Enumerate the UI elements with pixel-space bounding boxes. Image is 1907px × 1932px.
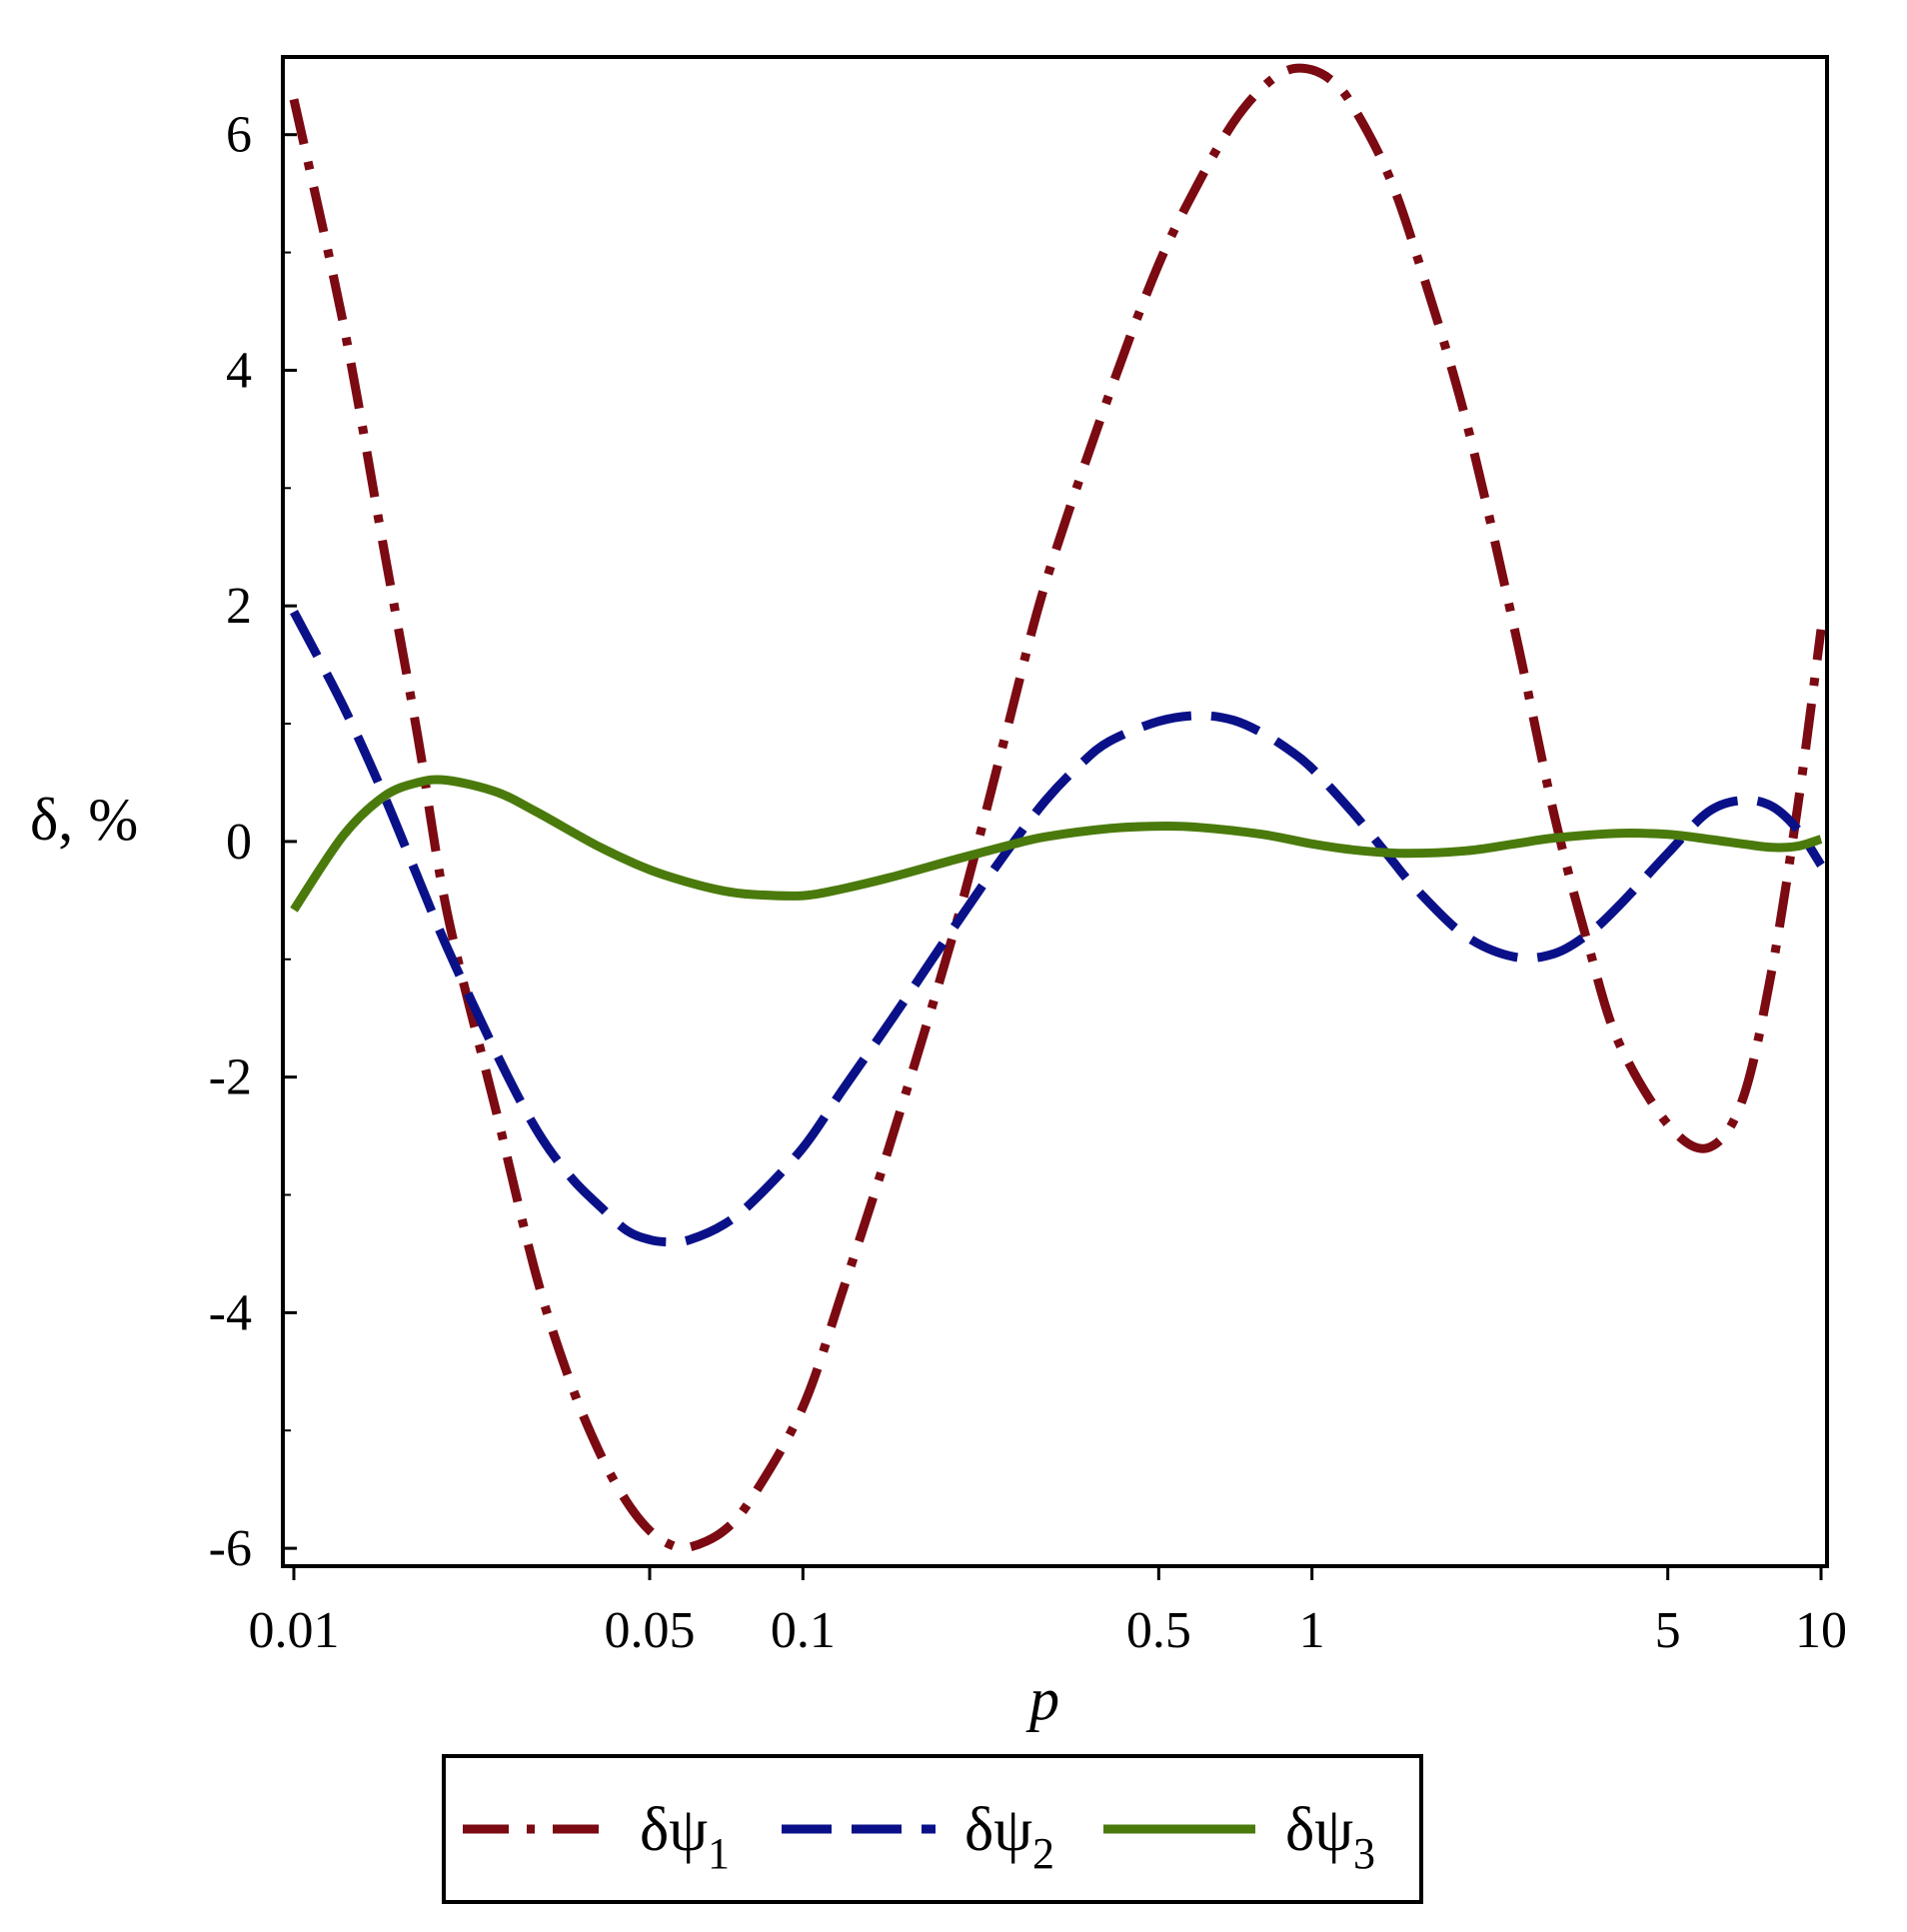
series-layer bbox=[289, 63, 1826, 1553]
x-tick-label: 1 bbox=[1299, 1602, 1325, 1659]
legend-subscript: 3 bbox=[1353, 1829, 1375, 1878]
series-1-line bbox=[289, 63, 1826, 1553]
y-tick-label: 2 bbox=[226, 578, 252, 635]
y-tick-label: -2 bbox=[209, 1049, 252, 1106]
y-tick-label: 0 bbox=[226, 814, 252, 871]
plot-frame bbox=[281, 55, 1829, 1568]
y-tick-label: 6 bbox=[226, 107, 252, 164]
legend-subscript: 2 bbox=[1032, 1829, 1054, 1878]
x-axis-label: p bbox=[1025, 1666, 1059, 1732]
legend-subscript: 1 bbox=[708, 1829, 730, 1878]
y-tick-label: 4 bbox=[226, 342, 252, 399]
x-tick-label: 5 bbox=[1655, 1602, 1681, 1659]
x-tick-label: 0.1 bbox=[771, 1602, 836, 1659]
x-tick-label: 0.01 bbox=[249, 1602, 340, 1659]
y-axis-label: δ, % bbox=[30, 787, 138, 853]
y-axis: 6 4 2 0 -2 -4 -6 bbox=[209, 107, 297, 1577]
x-tick-label: 0.05 bbox=[605, 1602, 696, 1659]
y-tick-label: -6 bbox=[209, 1520, 252, 1577]
series-3-line bbox=[290, 775, 1823, 913]
x-tick-label: 0.5 bbox=[1126, 1602, 1191, 1659]
x-tick-label: 10 bbox=[1795, 1602, 1847, 1659]
y-tick-label: -4 bbox=[209, 1284, 252, 1341]
x-axis: 0.01 0.05 0.1 0.5 1 5 10 bbox=[249, 1566, 1847, 1659]
series-2-line bbox=[290, 610, 1825, 1247]
